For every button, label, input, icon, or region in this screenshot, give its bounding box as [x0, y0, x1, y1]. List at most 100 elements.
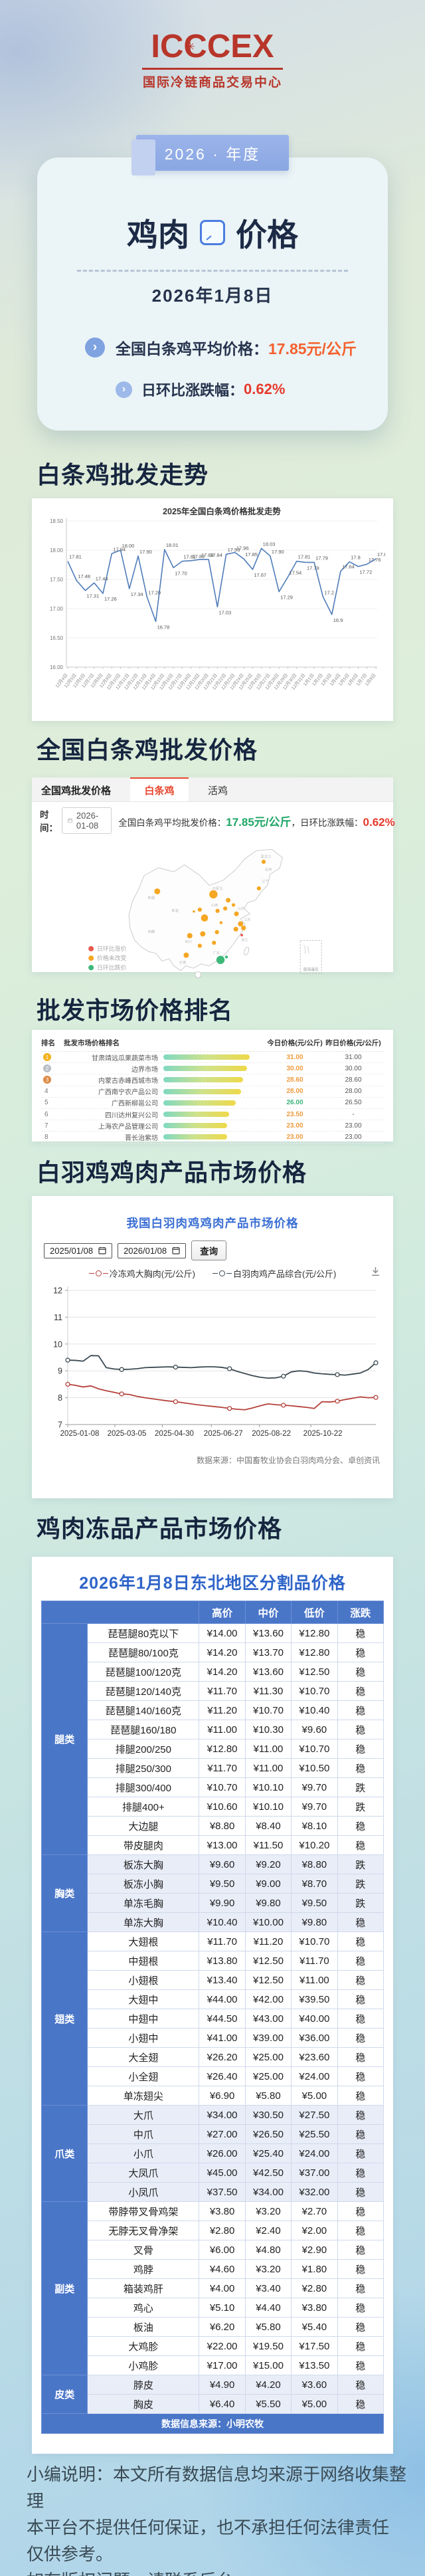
svg-text:17.81: 17.81 — [183, 554, 196, 560]
low-price: ¥2.80 — [291, 2278, 338, 2298]
map-date-value: 2026-01-08 — [76, 811, 99, 831]
ranking-row: 4 广西南宁农产品公司 28.00 28.00 — [41, 1086, 384, 1098]
ranking-row: 3 内蒙古赤峰西城市场 28.60 28.60 — [41, 1074, 384, 1086]
svg-text:2025-06-27: 2025-06-27 — [204, 1430, 243, 1438]
product-name: 琵琶腿80克以下 — [87, 1623, 200, 1643]
high-price: ¥11.70 — [199, 1758, 246, 1778]
table-row: 单冻翅尖 ¥6.90 ¥5.80 ¥5.00 稳 — [42, 2086, 384, 2106]
map-date-input[interactable]: 2026-01-08 — [62, 807, 112, 834]
product-name: 中爪 — [87, 2124, 200, 2144]
high-price: ¥14.20 — [199, 1642, 246, 1662]
trend: 稳 — [337, 2182, 384, 2202]
high-price: ¥9.90 — [199, 1893, 246, 1913]
svg-text:17.79: 17.79 — [315, 555, 328, 561]
mid-price: ¥5.80 — [244, 2317, 292, 2337]
province-price-dot — [224, 955, 228, 959]
tab-baitiaoji[interactable]: 白条鸡 — [130, 777, 189, 801]
map-toolbar: 时间： 2026-01-08 全国白条鸡平均批发价格：17.85元/公斤，日环比… — [32, 802, 395, 835]
high-price: ¥6.20 — [199, 2317, 246, 2337]
mid-price: ¥4.40 — [244, 2298, 292, 2318]
mid-price: ¥11.00 — [244, 1739, 292, 1759]
trend: 跌 — [337, 1893, 384, 1913]
table-row: 中爪 ¥27.00 ¥26.50 ¥25.50 稳 — [42, 2124, 384, 2144]
trend: 稳 — [337, 1970, 384, 1990]
market-chart-title: 我国白羽肉鸡鸡肉产品市场价格 — [126, 1217, 299, 1230]
yesterday-price: 23.00 — [345, 1133, 362, 1141]
province-price-dot — [200, 931, 206, 937]
svg-text:7: 7 — [58, 1421, 62, 1430]
table-row: 小凤爪 ¥37.50 ¥34.00 ¥32.00 稳 — [42, 2182, 384, 2202]
svg-text:四川: 四川 — [185, 940, 193, 944]
section-title-frozen: 鸡肉冻品产品市场价格 — [37, 1515, 283, 1542]
column-header: 高价 — [199, 1601, 246, 1624]
table-row: 排腿300/400 ¥10.70 ¥10.10 ¥9.70 跌 — [42, 1777, 384, 1797]
mid-price: ¥42.00 — [244, 1989, 292, 2009]
product-name: 排腿250/300 — [87, 1758, 200, 1778]
low-price: ¥5.40 — [291, 2317, 338, 2337]
table-row: 带皮腿肉 ¥13.00 ¥11.50 ¥10.20 稳 — [42, 1835, 384, 1855]
mid-price: ¥43.00 — [244, 2009, 292, 2029]
report-date: 2026年1月8日 — [151, 286, 274, 306]
product-name: 大爪 — [87, 2105, 200, 2125]
hero-card: 鸡肉 价格 2026年1月8日 › 全国白条鸡平均价格： 17.85元/公斤 ›… — [37, 157, 388, 431]
mid-price: ¥9.00 — [244, 1874, 292, 1894]
note-line: 如有版权问题，请联系后台。 — [27, 2567, 412, 2576]
trend: 稳 — [337, 1951, 384, 1971]
high-price: ¥6.00 — [199, 2240, 246, 2260]
low-price: ¥10.70 — [291, 1932, 338, 1951]
svg-text:吉林: 吉林 — [265, 866, 272, 872]
trend: 跌 — [337, 1874, 384, 1894]
svg-text:17.84: 17.84 — [210, 552, 222, 558]
year-ribbon: 2026 · 年度 — [131, 135, 289, 175]
table-row: 单冻毛胸 ¥9.90 ¥9.80 ¥9.50 跌 — [42, 1893, 384, 1913]
mid-price: ¥10.10 — [244, 1777, 292, 1797]
table-row: 琵琶腿140/160克 ¥11.20 ¥10.70 ¥10.40 稳 — [42, 1700, 384, 1720]
province-price-dot — [154, 888, 161, 894]
rank-number: 6 — [44, 1110, 48, 1118]
brand-logo: ICC ✳ CEX 国际冷链商品交易中心 — [0, 31, 425, 90]
column-header: 涨跌 — [337, 1601, 384, 1624]
price-bar-track — [163, 1066, 267, 1072]
mid-price: ¥25.00 — [244, 2047, 292, 2067]
yesterday-price: 26.50 — [345, 1099, 362, 1107]
tab-huoji[interactable]: 活鸡 — [207, 785, 228, 797]
trend: 稳 — [337, 2278, 384, 2298]
query-button[interactable]: 查询 — [191, 1240, 227, 1260]
province-price-dot — [201, 914, 209, 922]
low-price: ¥27.50 — [291, 2105, 338, 2125]
svg-text:17.03: 17.03 — [218, 609, 231, 615]
product-name: 琵琶腿140/160克 — [87, 1700, 200, 1720]
date-from-input[interactable]: 2025/01/08 — [44, 1242, 113, 1258]
table-row: 中翅根 ¥13.80 ¥12.50 ¥11.70 稳 — [42, 1951, 384, 1971]
product-name: 单冻翅尖 — [87, 2086, 200, 2106]
low-price: ¥10.20 — [291, 1835, 338, 1855]
mid-price: ¥42.50 — [244, 2163, 292, 2183]
price-bar — [163, 1134, 228, 1140]
frozen-table-title: 2026年1月8日东北地区分割品价格 — [79, 1574, 346, 1593]
table-row: 胸皮 ¥6.40 ¥5.50 ¥5.00 稳 — [42, 2394, 384, 2414]
download-icon[interactable] — [370, 1266, 381, 1280]
mid-price: ¥12.50 — [244, 1951, 292, 1971]
high-price: ¥34.00 — [199, 2105, 246, 2125]
province-price-dot — [226, 898, 231, 903]
trend: 稳 — [337, 2163, 384, 2183]
ranking-row: 2 边界市场 30.00 30.00 — [41, 1063, 384, 1075]
svg-text:17.64: 17.64 — [342, 564, 355, 570]
product-name: 小翅中 — [87, 2028, 200, 2048]
category-cell: 皮类 — [41, 2375, 88, 2414]
medal-icon: 1 — [43, 1053, 51, 1062]
mid-price: ¥10.30 — [244, 1720, 292, 1739]
market-name: 晋长治紫坊 — [125, 1134, 158, 1142]
legend-item[interactable]: 冷冻鸡大胸肉(元/公斤) — [88, 1267, 195, 1280]
category-cell: 副类 — [41, 2201, 88, 2375]
legend-item[interactable]: 白羽肉鸡产品综合(元/公斤) — [212, 1267, 336, 1280]
trend: 稳 — [337, 2394, 384, 2414]
today-price: 28.60 — [286, 1076, 303, 1084]
rank-number: 5 — [44, 1099, 48, 1107]
high-price: ¥14.00 — [199, 1623, 246, 1643]
date-to-input[interactable]: 2026/01/08 — [118, 1242, 187, 1258]
table-row: 排腿250/300 ¥11.70 ¥11.00 ¥10.50 稳 — [42, 1758, 384, 1778]
trend: 稳 — [337, 2009, 384, 2029]
